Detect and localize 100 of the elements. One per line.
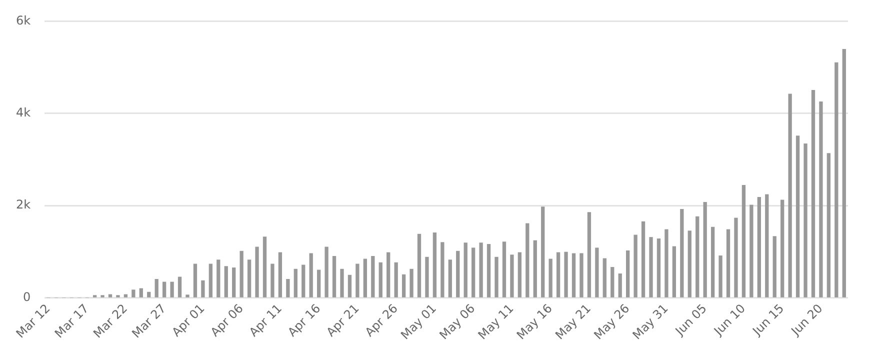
x-tick-label: Jun 05 bbox=[672, 301, 710, 339]
bar bbox=[472, 248, 476, 298]
bar bbox=[386, 252, 390, 298]
y-tick-label: 4k bbox=[16, 106, 31, 120]
bar bbox=[734, 218, 738, 298]
bar bbox=[425, 256, 429, 298]
bar bbox=[162, 282, 166, 298]
bar bbox=[278, 252, 282, 298]
y-tick-label: 0 bbox=[22, 290, 31, 304]
bar bbox=[564, 252, 568, 298]
bar bbox=[672, 246, 676, 298]
bar bbox=[332, 256, 336, 298]
x-tick-label: Apr 11 bbox=[246, 301, 285, 340]
bar bbox=[696, 216, 700, 298]
bar bbox=[587, 212, 592, 298]
bar bbox=[348, 274, 352, 298]
bar bbox=[556, 252, 560, 298]
bar bbox=[518, 252, 522, 298]
bar bbox=[626, 250, 630, 298]
bar bbox=[371, 256, 375, 298]
bar bbox=[108, 294, 112, 298]
bar bbox=[726, 229, 730, 298]
bar bbox=[718, 256, 722, 298]
bar bbox=[193, 264, 198, 298]
bar bbox=[688, 230, 692, 298]
bar bbox=[664, 229, 668, 298]
bar bbox=[842, 48, 846, 298]
bar bbox=[394, 262, 398, 298]
bar bbox=[178, 276, 182, 298]
bar bbox=[378, 262, 382, 298]
bar bbox=[294, 268, 298, 298]
bar bbox=[502, 242, 506, 298]
x-tick-label: Jun 20 bbox=[788, 301, 826, 339]
bar bbox=[363, 258, 368, 298]
bar bbox=[270, 264, 274, 298]
bar bbox=[656, 238, 661, 298]
bar bbox=[124, 294, 128, 298]
bar bbox=[602, 258, 606, 298]
bar bbox=[804, 143, 808, 298]
bar bbox=[780, 200, 784, 298]
y-tick-label: 2k bbox=[16, 198, 31, 212]
bar bbox=[796, 136, 800, 298]
bar bbox=[750, 204, 754, 298]
bar bbox=[316, 270, 321, 298]
bar bbox=[417, 234, 422, 298]
bar bbox=[610, 267, 614, 298]
x-tick-label: Apr 01 bbox=[169, 301, 208, 340]
bar bbox=[788, 94, 792, 298]
x-tick-label: Apr 06 bbox=[208, 301, 246, 340]
bar bbox=[255, 246, 259, 298]
bar bbox=[680, 208, 684, 298]
bar bbox=[765, 194, 769, 298]
bar bbox=[456, 250, 460, 298]
bar bbox=[340, 268, 344, 298]
x-tick-label: Mar 27 bbox=[129, 301, 169, 341]
x-tick-label: Mar 22 bbox=[90, 301, 130, 341]
y-tick-label: 6k bbox=[16, 13, 31, 28]
bar bbox=[324, 246, 328, 298]
bar bbox=[510, 254, 514, 298]
bar bbox=[186, 294, 190, 298]
bar bbox=[533, 240, 537, 298]
bar bbox=[618, 273, 622, 298]
x-tick-label: Apr 26 bbox=[362, 301, 400, 340]
x-tick-label: Apr 21 bbox=[324, 301, 362, 340]
bar bbox=[464, 242, 468, 298]
x-tick-label: Jun 15 bbox=[749, 301, 787, 339]
bar bbox=[494, 256, 498, 298]
bar bbox=[262, 236, 267, 298]
bar bbox=[309, 253, 313, 298]
bar bbox=[834, 62, 838, 298]
bar bbox=[526, 223, 530, 298]
bar bbox=[201, 280, 205, 298]
bar bbox=[649, 237, 653, 298]
bar bbox=[154, 279, 158, 298]
bar bbox=[240, 250, 244, 298]
bar bbox=[224, 266, 228, 298]
bar bbox=[302, 264, 306, 298]
bar bbox=[247, 260, 252, 298]
bar bbox=[742, 184, 746, 298]
bar bbox=[479, 242, 483, 298]
bar bbox=[402, 274, 406, 298]
bar bbox=[811, 90, 816, 298]
bar bbox=[641, 221, 646, 298]
x-tick-label: Mar 17 bbox=[52, 301, 92, 341]
bar bbox=[486, 244, 491, 298]
bar bbox=[572, 253, 576, 298]
bar bbox=[286, 279, 290, 298]
bar bbox=[216, 260, 220, 298]
bar bbox=[147, 292, 151, 298]
bar bbox=[208, 264, 213, 298]
x-tick-label: Mar 12 bbox=[13, 301, 53, 341]
bar bbox=[634, 234, 638, 298]
bar bbox=[448, 260, 452, 298]
bar bbox=[139, 288, 143, 298]
x-tick-label: Jun 10 bbox=[710, 301, 748, 339]
x-tick-label: Apr 16 bbox=[285, 301, 324, 340]
bar bbox=[440, 242, 444, 298]
bar bbox=[710, 226, 715, 298]
bar bbox=[580, 253, 584, 298]
bar bbox=[819, 102, 823, 298]
